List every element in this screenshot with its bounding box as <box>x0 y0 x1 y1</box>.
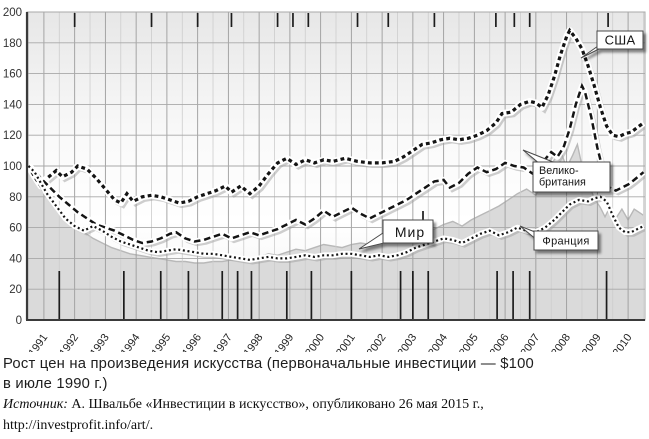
x-axis-label-2010: 2010 <box>611 332 635 352</box>
y-axis-label-0: 0 <box>16 315 22 327</box>
x-axis-label-1996: 1996 <box>180 332 204 352</box>
caption-title-line-2: в июле 1990 г.) <box>3 376 108 392</box>
art-price-index-chart: 0 20 40 60 80 100 120 140 160 180 200 1991 1992 1993… <box>3 7 646 352</box>
callout-world-label: Мир <box>395 224 425 240</box>
chart-caption: Рост цен на произведения искусства (перв… <box>3 354 646 435</box>
callout-usa: США <box>580 30 644 59</box>
y-axis-label-120: 120 <box>3 130 22 142</box>
callout-uk-box <box>532 161 611 193</box>
x-axis-label-1999: 1999 <box>272 332 296 352</box>
y-axis-label-20: 20 <box>9 284 22 296</box>
series-lines <box>27 27 645 265</box>
y-axis-label-40: 40 <box>9 253 22 265</box>
x-axis-label-1994: 1994 <box>119 332 143 352</box>
series-uk-line <box>27 82 645 245</box>
callout-world-box <box>382 219 434 244</box>
x-axis-label-1995: 1995 <box>149 332 173 352</box>
source-text: А. Швальбе «Инвестиции в искусство», опу… <box>67 397 484 412</box>
y-axis-label-80: 80 <box>9 192 22 204</box>
x-axis-label-2000: 2000 <box>303 332 327 352</box>
x-axis-label-2003: 2003 <box>395 332 419 352</box>
callout-usa-box <box>596 30 644 50</box>
source-url[interactable]: http://investprofit.info/art/. <box>3 417 154 433</box>
y-axis-label-160: 160 <box>3 69 22 81</box>
callout-uk-label-1: британия <box>539 177 586 189</box>
callout-uk: Велико-британия <box>522 149 611 193</box>
x-axis-label-2001: 2001 <box>334 332 358 352</box>
series-usa-line <box>27 27 645 206</box>
caption-title-line-1: Рост цен на произведения искусства (перв… <box>3 356 534 372</box>
chart-area: 0 20 40 60 80 100 120 140 160 180 200 1991 1992 1993… <box>3 7 646 352</box>
y-axis-label-140: 140 <box>3 99 22 111</box>
x-axis-label-1993: 1993 <box>88 332 112 352</box>
callout-france: Франция <box>519 225 599 251</box>
series-world-edge <box>27 142 644 264</box>
y-axis-label-200: 200 <box>3 7 22 19</box>
x-axis-label-2004: 2004 <box>426 332 450 352</box>
x-axis-label-1991: 1991 <box>26 332 50 352</box>
x-axis-label-1992: 1992 <box>57 332 81 352</box>
series-callouts: США Велико-британия Мир Франция <box>358 30 644 251</box>
event-tick-marks <box>58 13 609 319</box>
callout-france-label: Франция <box>542 236 589 248</box>
y-axis-labels: 0 20 40 60 80 100 120 140 160 180 200 <box>3 7 22 327</box>
axes <box>25 12 645 321</box>
x-axis-label-2006: 2006 <box>488 332 512 352</box>
x-axis-labels: 1991 1992 1993 1994 1995 1996 1997 1998 1999 2000… <box>26 332 634 352</box>
x-axis-label-2002: 2002 <box>365 332 389 352</box>
source-label: Источник: <box>3 397 68 412</box>
x-axis-label-1997: 1997 <box>211 332 235 352</box>
y-axis-label-180: 180 <box>3 38 22 50</box>
series-france-line <box>27 165 644 262</box>
x-axis-label-2007: 2007 <box>518 332 542 352</box>
x-axis-label-2008: 2008 <box>549 332 573 352</box>
caption-source-line: Источник: А. Швальбе «Инвестиции в искус… <box>3 395 646 415</box>
callout-world: Мир <box>358 219 434 250</box>
y-axis-label-60: 60 <box>9 223 22 235</box>
callout-uk-label-0: Велико- <box>539 165 579 177</box>
x-axis-label-1998: 1998 <box>242 332 266 352</box>
x-axis-label-2009: 2009 <box>580 332 604 352</box>
x-axis-label-2005: 2005 <box>457 332 481 352</box>
callout-france-box <box>533 230 599 251</box>
y-axis-label-100: 100 <box>3 161 22 173</box>
callout-usa-label: США <box>605 33 636 48</box>
